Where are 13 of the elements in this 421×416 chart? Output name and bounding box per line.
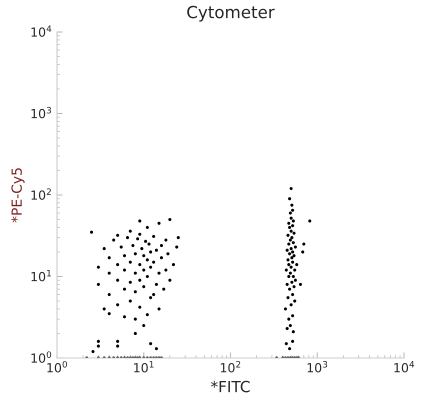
y-tick-label: 10$^{3}$: [32, 106, 52, 118]
x-tick-label: 10$^{2}$: [220, 360, 240, 372]
y-tick-label: 10$^{4}$: [32, 26, 52, 37]
y-axis-title: *PE-Cy5: [11, 168, 25, 223]
y-tick-label: 10$^{1}$: [32, 270, 51, 282]
x-tick-label: 10$^{3}$: [308, 360, 328, 372]
y-tick-label: 10$^{2}$: [32, 188, 51, 200]
x-tick-label: 10$^{1}$: [134, 361, 154, 372]
chart-title: Cytometer: [187, 6, 275, 22]
y-tick-label: 10$^{0}$: [32, 351, 52, 363]
x-axis-title: *FITC: [210, 380, 250, 392]
x-tick-label: 10$^{0}$: [47, 360, 68, 372]
x-tick-label: 10$^{4}$: [394, 361, 414, 372]
